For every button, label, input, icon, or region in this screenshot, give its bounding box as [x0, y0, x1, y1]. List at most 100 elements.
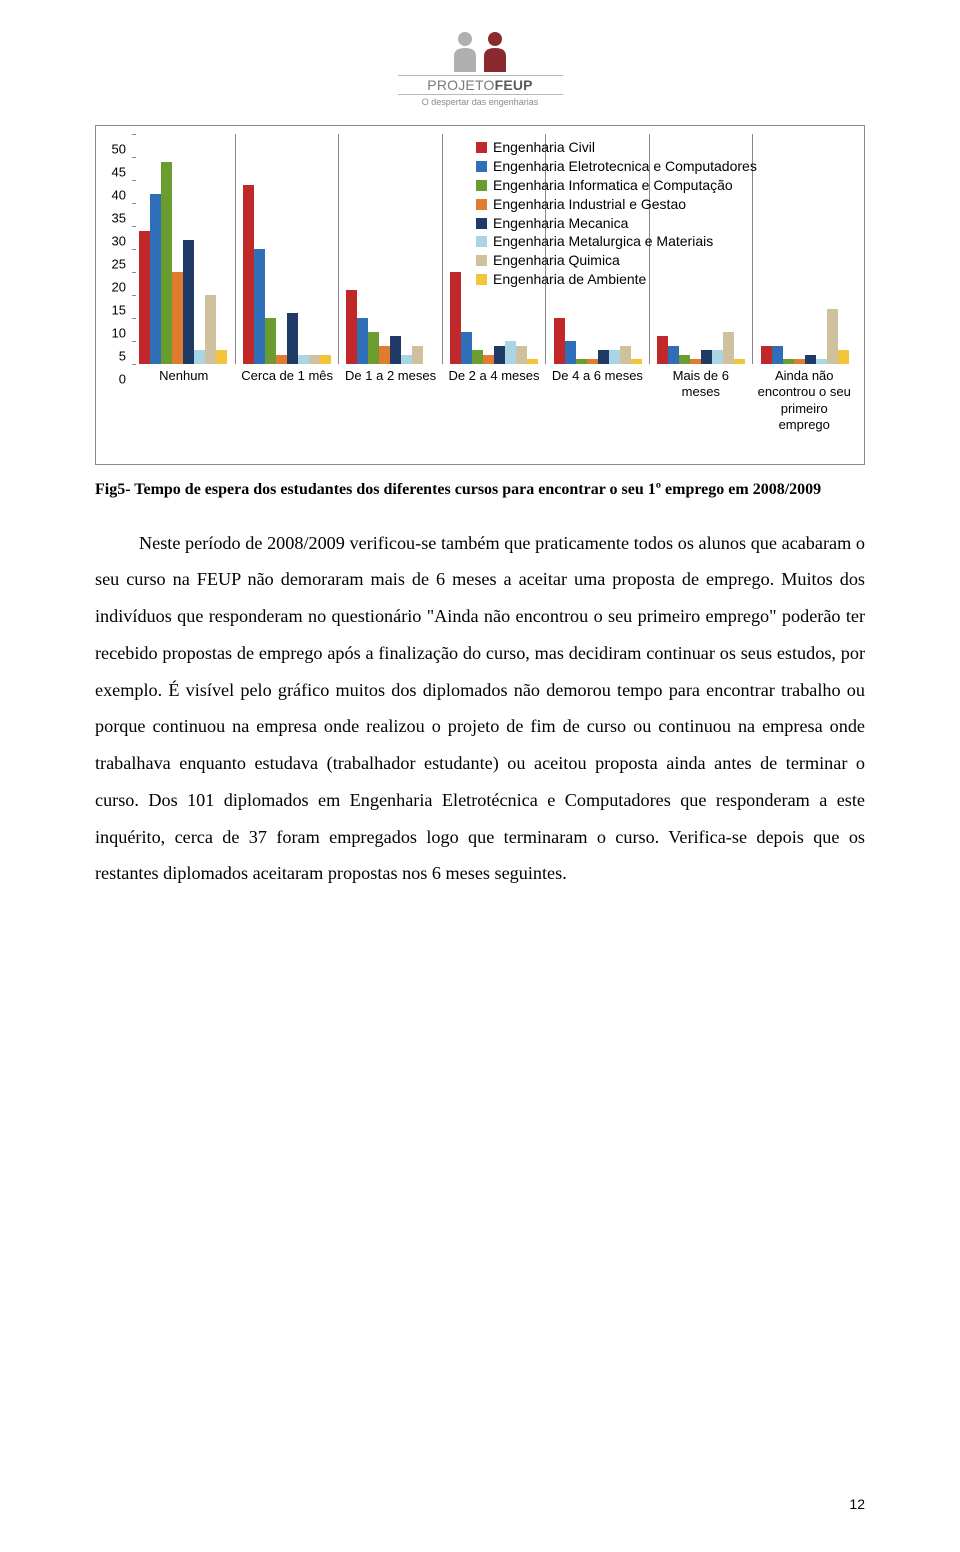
- legend-label: Engenharia Informatica e Computação: [493, 176, 733, 195]
- chart-category-group: [753, 134, 856, 364]
- logo-block: PROJETOFEUP O despertar das engenharias: [398, 30, 563, 107]
- chart-bar: [309, 355, 320, 364]
- chart-category-group: [132, 134, 236, 364]
- chart-bar: [346, 290, 357, 364]
- y-tick-label: 15: [96, 303, 126, 318]
- y-tick-label: 45: [96, 165, 126, 180]
- chart-bar: [587, 359, 598, 364]
- header-logo: PROJETOFEUP O despertar das engenharias: [95, 30, 865, 107]
- chart-bar: [205, 295, 216, 364]
- chart-bar: [723, 332, 734, 364]
- legend-item: Engenharia Civil: [476, 138, 757, 157]
- chart-bar: [161, 162, 172, 364]
- chart-bar: [772, 346, 783, 364]
- legend-item: Engenharia Metalurgica e Materiais: [476, 232, 757, 251]
- chart-bar: [657, 336, 668, 364]
- page-number: 12: [849, 1496, 865, 1512]
- logo-title-left: PROJETO: [427, 77, 494, 93]
- chart-bar: [609, 350, 620, 364]
- legend-label: Engenharia Mecanica: [493, 214, 628, 233]
- legend-item: Engenharia Eletrotecnica e Computadores: [476, 157, 757, 176]
- chart-bar: [631, 359, 642, 364]
- legend-swatch: [476, 236, 487, 247]
- legend-swatch: [476, 180, 487, 191]
- chart-bar: [150, 194, 161, 364]
- chart-bar: [565, 341, 576, 364]
- legend-label: Engenharia Civil: [493, 138, 595, 157]
- chart-bar: [461, 332, 472, 364]
- chart-bar: [527, 359, 538, 364]
- chart-bar: [827, 309, 838, 364]
- chart-bar: [412, 346, 423, 364]
- chart-bar: [183, 240, 194, 364]
- chart-bar: [320, 355, 331, 364]
- x-tick-label: Ainda não encontrou o seu primeiro empre…: [753, 368, 856, 433]
- chart-bar: [516, 346, 527, 364]
- y-tick-label: 30: [96, 234, 126, 249]
- chart-bar: [287, 313, 298, 364]
- chart-bar: [172, 272, 183, 364]
- chart-bar: [194, 350, 205, 364]
- chart-bar: [838, 350, 849, 364]
- x-tick-label: De 1 a 2 meses: [339, 368, 442, 433]
- logo-figures-icon: [445, 30, 515, 72]
- chart-bar: [216, 350, 227, 364]
- chart-bar: [265, 318, 276, 364]
- logo-title: PROJETOFEUP: [398, 75, 563, 95]
- chart-bar: [805, 355, 816, 364]
- legend-item: Engenharia de Ambiente: [476, 270, 757, 289]
- chart-bar: [472, 350, 483, 364]
- legend-label: Engenharia Quimica: [493, 251, 620, 270]
- chart-bar: [701, 350, 712, 364]
- legend-label: Engenharia de Ambiente: [493, 270, 646, 289]
- legend-swatch: [476, 199, 487, 210]
- y-tick-label: 20: [96, 280, 126, 295]
- legend-swatch: [476, 274, 487, 285]
- chart-category-group: [339, 134, 443, 364]
- x-tick-label: Mais de 6 meses: [649, 368, 752, 433]
- chart-bar: [554, 318, 565, 364]
- legend-swatch: [476, 161, 487, 172]
- x-tick-label: De 2 a 4 meses: [442, 368, 545, 433]
- chart-legend: Engenharia CivilEngenharia Eletrotecnica…: [476, 138, 757, 289]
- legend-item: Engenharia Industrial e Gestao: [476, 195, 757, 214]
- x-tick-label: Cerca de 1 mês: [235, 368, 338, 433]
- x-tick-label: Nenhum: [132, 368, 235, 433]
- chart-bar: [712, 350, 723, 364]
- chart-bar: [620, 346, 631, 364]
- chart-bar: [243, 185, 254, 364]
- chart-bar: [357, 318, 368, 364]
- chart-bar: [368, 332, 379, 364]
- legend-label: Engenharia Eletrotecnica e Computadores: [493, 157, 757, 176]
- logo-subtitle: O despertar das engenharias: [398, 97, 563, 107]
- x-axis-labels: NenhumCerca de 1 mêsDe 1 a 2 mesesDe 2 a…: [132, 368, 856, 433]
- chart-bar: [450, 272, 461, 364]
- chart-bar: [483, 355, 494, 364]
- legend-item: Engenharia Mecanica: [476, 214, 757, 233]
- chart-bar: [734, 359, 745, 364]
- legend-label: Engenharia Metalurgica e Materiais: [493, 232, 713, 251]
- y-tick-label: 5: [96, 349, 126, 364]
- chart-bar: [276, 355, 287, 364]
- y-tick-label: 35: [96, 211, 126, 226]
- legend-item: Engenharia Informatica e Computação: [476, 176, 757, 195]
- chart-bar: [668, 346, 679, 364]
- chart-bar: [690, 359, 701, 364]
- figure-caption: Fig5- Tempo de espera dos estudantes dos…: [95, 479, 865, 501]
- chart-container: 05101520253035404550 NenhumCerca de 1 mê…: [95, 125, 865, 465]
- y-tick-label: 25: [96, 257, 126, 272]
- legend-swatch: [476, 142, 487, 153]
- chart-category-group: [236, 134, 340, 364]
- chart-bar: [390, 336, 401, 364]
- x-tick-label: De 4 a 6 meses: [546, 368, 649, 433]
- legend-swatch: [476, 218, 487, 229]
- chart-bar: [679, 355, 690, 364]
- chart-bar: [401, 355, 412, 364]
- chart-bar: [761, 346, 772, 364]
- chart-bar: [576, 359, 587, 364]
- y-tick-label: 10: [96, 326, 126, 341]
- chart-bar: [794, 359, 805, 364]
- chart-bar: [298, 355, 309, 364]
- y-tick-label: 50: [96, 142, 126, 157]
- chart-bar: [139, 231, 150, 364]
